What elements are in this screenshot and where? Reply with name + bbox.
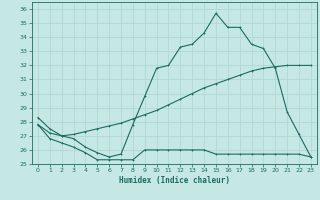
X-axis label: Humidex (Indice chaleur): Humidex (Indice chaleur) [119,176,230,185]
